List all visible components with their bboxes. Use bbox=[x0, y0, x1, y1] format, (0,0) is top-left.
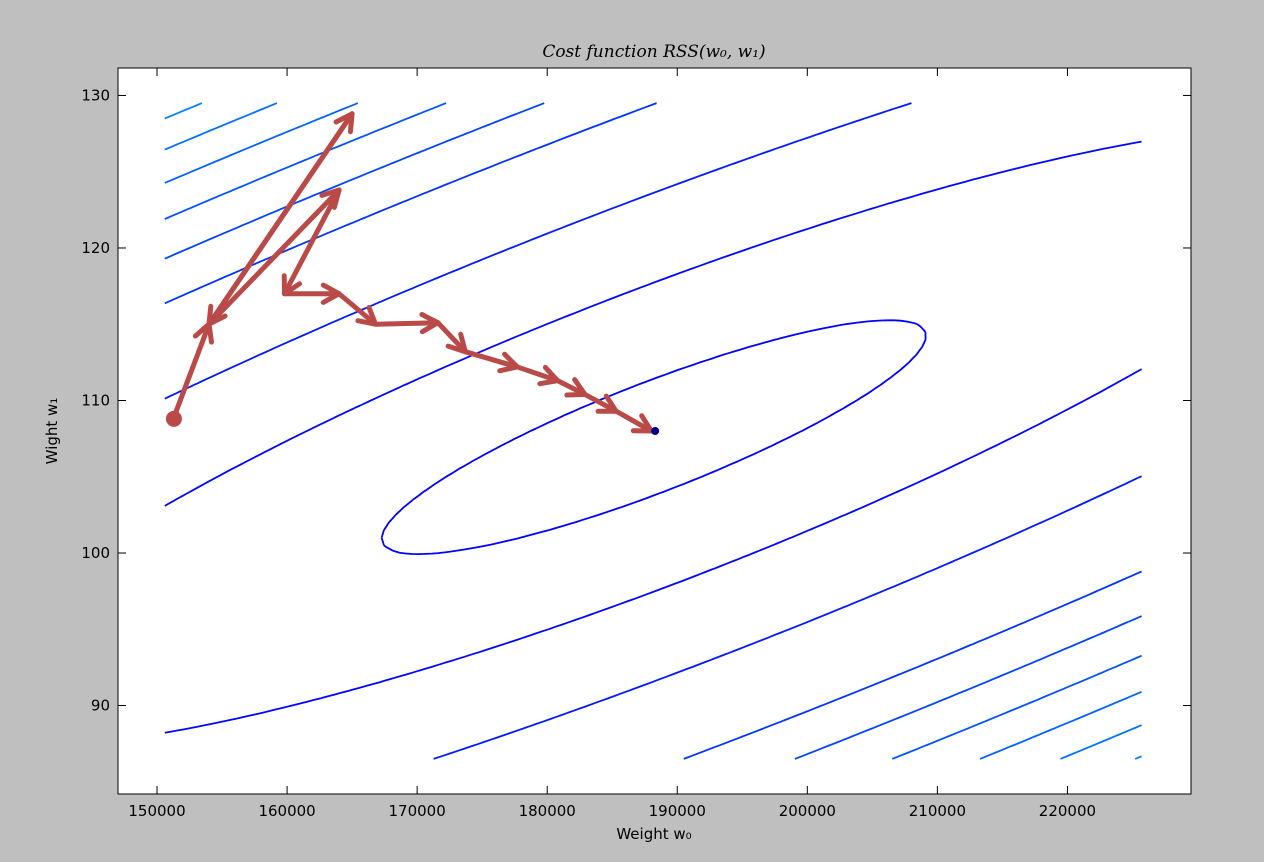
y-tick-label: 90 bbox=[91, 697, 110, 715]
y-axis-label: Wight w₁ bbox=[43, 398, 61, 465]
y-tick-label: 100 bbox=[81, 544, 110, 562]
x-tick-label: 190000 bbox=[649, 802, 706, 820]
path-step-5 bbox=[281, 187, 342, 297]
chart-title: Cost function RSS(w₀, w₁) bbox=[542, 42, 765, 62]
contour-level-5 bbox=[164, 102, 1142, 760]
path-step-3 bbox=[206, 111, 355, 327]
contour-level-7 bbox=[164, 102, 1142, 760]
minimum-point-marker bbox=[651, 427, 660, 435]
contour-level-0 bbox=[380, 319, 927, 555]
x-tick-label: 160000 bbox=[258, 802, 315, 820]
x-tick-label: 170000 bbox=[389, 802, 446, 820]
contour-level-2 bbox=[164, 102, 1142, 760]
path-step-11 bbox=[514, 364, 561, 384]
y-tick-label: 110 bbox=[81, 391, 110, 409]
x-tick-label: 210000 bbox=[909, 802, 966, 820]
y-tick-label: 130 bbox=[81, 86, 110, 104]
x-tick-label: 150000 bbox=[128, 802, 185, 820]
path-step-7 bbox=[336, 291, 379, 327]
path-step-1 bbox=[171, 321, 212, 420]
contour-level-3 bbox=[164, 102, 1142, 760]
start-point-marker bbox=[165, 410, 182, 427]
contour-lines bbox=[164, 102, 1143, 760]
gradient-descent-path bbox=[165, 111, 660, 435]
path-step-14 bbox=[613, 408, 654, 434]
contour-level-6 bbox=[164, 102, 1142, 760]
plot-frame bbox=[117, 67, 1192, 795]
x-tick-label: 180000 bbox=[519, 802, 576, 820]
x-axis-label: Weight w₀ bbox=[616, 825, 691, 843]
path-step-4 bbox=[206, 187, 342, 327]
path-step-10 bbox=[462, 349, 520, 370]
contour-level-8 bbox=[164, 102, 1142, 760]
x-tick-label: 220000 bbox=[1039, 802, 1096, 820]
contour-level-1 bbox=[164, 140, 1143, 734]
x-tick-label: 200000 bbox=[779, 802, 836, 820]
axis-ticks: 150000 160000 170000 180000 190000 200000 2100… bbox=[81, 68, 1191, 820]
y-tick-label: 120 bbox=[81, 239, 110, 257]
path-step-8 bbox=[373, 320, 441, 327]
path-step-13 bbox=[582, 391, 619, 414]
path-step-9 bbox=[435, 320, 468, 355]
contour-level-4 bbox=[164, 102, 1142, 760]
